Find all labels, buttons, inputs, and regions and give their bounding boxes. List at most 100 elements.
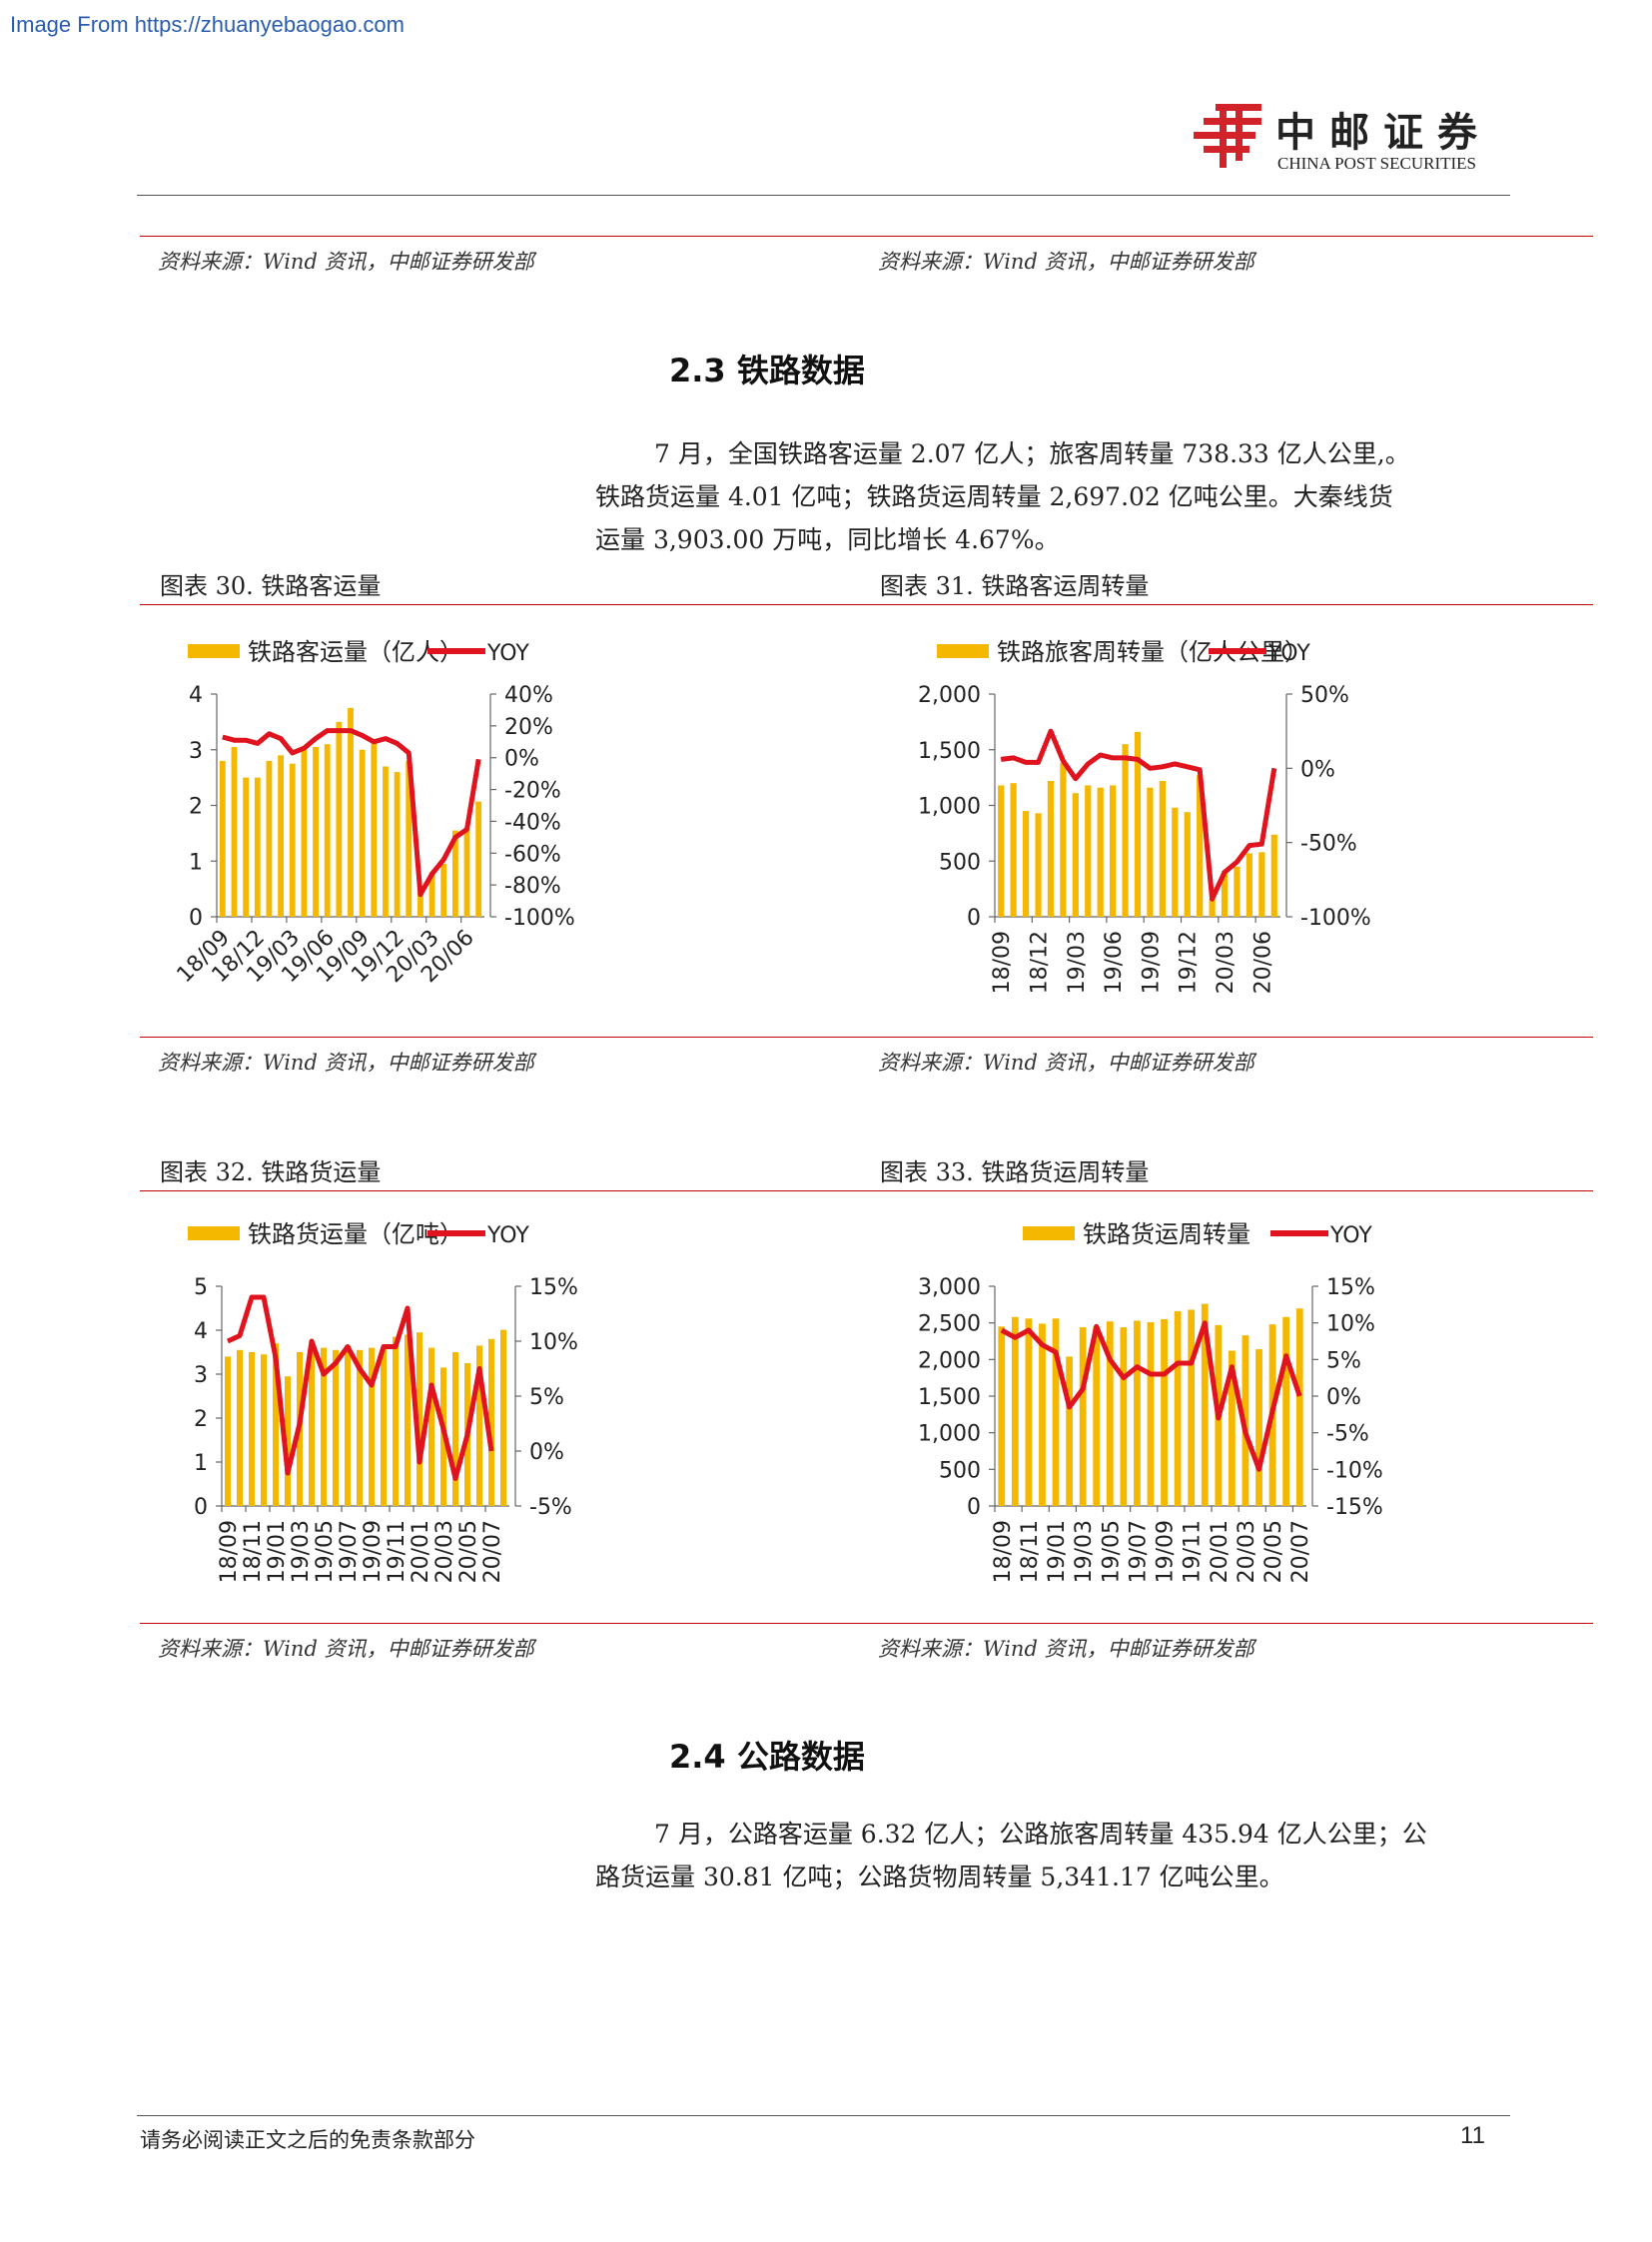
bar-18/09: [219, 760, 226, 917]
bar-19/11: [393, 1336, 399, 1506]
bar-20/07: [1295, 1308, 1303, 1506]
bar-19/02: [1060, 763, 1067, 917]
legend-line-label: YOY: [486, 641, 529, 666]
header-rule: [137, 195, 1510, 196]
footer-disclaimer-note: 请务必阅读正文之后的免责条款部分: [140, 2128, 475, 2152]
x-axis-tick-label: 20/06: [1250, 931, 1275, 994]
left-axis-tick-label: 4: [194, 1319, 208, 1344]
bar-18/12: [261, 1354, 267, 1506]
legend-bar-swatch: [188, 644, 240, 658]
x-axis-tick-label: 18/09: [991, 1520, 1016, 1583]
bar-19/04: [301, 749, 308, 917]
x-axis-tick-label: 19/11: [1181, 1520, 1206, 1583]
right-axis-tick-label: 0%: [529, 1440, 564, 1465]
bar-19/12: [405, 1334, 411, 1506]
bar-19/10: [1159, 780, 1166, 917]
legend-bar-swatch: [937, 644, 989, 658]
left-axis-tick-label: 2: [189, 795, 203, 820]
rail-paragraph-line-1: 7 月，全国铁路客运量 2.07 亿人；旅客周转量 738.33 亿人公里,。: [654, 439, 1410, 468]
right-axis-tick-label: -40%: [504, 810, 561, 835]
bar-20/01: [416, 1332, 422, 1506]
x-axis-tick-label: 19/03: [1065, 931, 1090, 994]
bar-20/04: [1234, 866, 1240, 917]
bar-20/04: [452, 1352, 458, 1506]
figure-31-title: 图表 31. 铁路客运周转量: [880, 572, 1150, 600]
bar-20/02: [428, 1347, 434, 1506]
bar-19/09: [1161, 1319, 1168, 1506]
bar-18/11: [1022, 811, 1030, 917]
bar-19/05: [1097, 787, 1104, 917]
rail-paragraph-line-2: 铁路货运量 4.01 亿吨；铁路货运周转量 2,697.02 亿吨公里。大秦线货: [595, 482, 1393, 511]
bar-19/03: [1072, 793, 1079, 917]
bar-19/09: [359, 749, 366, 917]
figure-row1-bottom-rule: [140, 1037, 1593, 1038]
bar-20/07: [1270, 834, 1277, 917]
bar-20/06: [1282, 1316, 1290, 1506]
bar-19/05: [1106, 1321, 1114, 1506]
x-axis-tick-label: 20/05: [456, 1520, 481, 1583]
bar-19/11: [1188, 1309, 1196, 1506]
bar-19/12: [394, 772, 401, 917]
left-axis-tick-label: 5: [194, 1275, 208, 1300]
bar-20/06: [1258, 852, 1265, 917]
right-axis-tick-label: -10%: [1326, 1458, 1383, 1483]
left-axis-tick-label: 0: [967, 906, 981, 931]
logo-english-name: CHINA POST SECURITIES: [1277, 154, 1476, 173]
x-axis-tick-label: 19/01: [1045, 1520, 1070, 1583]
right-axis-tick-label: -5%: [1326, 1422, 1369, 1447]
left-axis-tick-label: 1,500: [918, 739, 981, 764]
top-left-source: 资料来源：Wind 资讯，中邮证券研发部: [158, 250, 534, 274]
bar-19/01: [273, 1343, 279, 1506]
right-axis-tick-label: 10%: [1326, 1312, 1375, 1337]
bar-19/12: [1184, 812, 1191, 917]
left-axis-tick-label: 2,000: [918, 683, 981, 708]
right-axis-tick-label: 0%: [1326, 1385, 1361, 1410]
bar-19/04: [309, 1352, 315, 1506]
left-axis-tick-label: 4: [189, 683, 203, 708]
bar-19/05: [321, 1347, 327, 1506]
x-axis-tick-label: 20/07: [1288, 1520, 1313, 1583]
bar-18/12: [1035, 813, 1042, 917]
bar-20/02: [1209, 899, 1216, 917]
x-axis-tick-label: 18/12: [1028, 931, 1053, 994]
right-axis-tick-label: 15%: [529, 1275, 578, 1300]
bar-19/10: [1174, 1310, 1182, 1506]
x-axis-tick-label: 19/01: [265, 1520, 290, 1583]
x-axis-tick-label: 19/06: [1102, 931, 1127, 994]
bar-20/02: [1229, 1350, 1236, 1506]
logo-chinese-name: 中邮证券: [1275, 109, 1491, 156]
page-number: 11: [1460, 2122, 1485, 2149]
yoy-line: [226, 1294, 494, 1481]
bar-18/12: [1039, 1323, 1046, 1506]
legend-line-label: YOY: [1267, 641, 1310, 666]
left-axis-tick-label: 0: [189, 906, 203, 931]
bar-23: [500, 1329, 506, 1506]
bar-18/11: [1025, 1318, 1033, 1506]
left-axis-tick-label: 2,000: [918, 1348, 981, 1373]
bar-19/03: [1079, 1327, 1087, 1506]
legend-bar-swatch: [1023, 1226, 1075, 1240]
bar-20/06: [476, 1345, 482, 1506]
bar-19/09: [1147, 787, 1154, 917]
bar-18/12: [254, 777, 261, 917]
road-paragraph-line-2: 路货运量 30.81 亿吨；公路货物周转量 5,341.17 亿吨公里。: [595, 1863, 1284, 1891]
bar-19/12: [1201, 1303, 1209, 1506]
x-axis-tick-label: 20/07: [480, 1520, 505, 1583]
bar-19/11: [383, 766, 389, 917]
road-paragraph-line-1: 7 月，公路客运量 6.32 亿人；公路旅客周转量 435.94 亿人公里；公: [654, 1820, 1427, 1849]
left-axis-tick-label: 1,500: [918, 1385, 981, 1410]
bar-18/09: [998, 1326, 1006, 1506]
figure-row1-top-rule: [140, 604, 1593, 605]
footer-rule: [137, 2115, 1510, 2116]
section-heading-rail: 2.3 铁路数据: [669, 352, 865, 389]
x-axis-tick-label: 19/09: [1139, 931, 1164, 994]
section-heading-road: 2.4 公路数据: [669, 1738, 865, 1776]
x-axis-tick-label: 19/05: [313, 1520, 338, 1583]
watermark-link[interactable]: Image From https://zhuanyebaogao.com: [10, 12, 405, 37]
bar-19/07: [1134, 1320, 1141, 1506]
right-axis-tick-label: -20%: [504, 779, 561, 804]
right-axis-tick-label: -100%: [1300, 906, 1371, 931]
left-axis-tick-label: 3: [189, 739, 203, 764]
figure-32-title: 图表 32. 铁路货运量: [160, 1158, 382, 1186]
